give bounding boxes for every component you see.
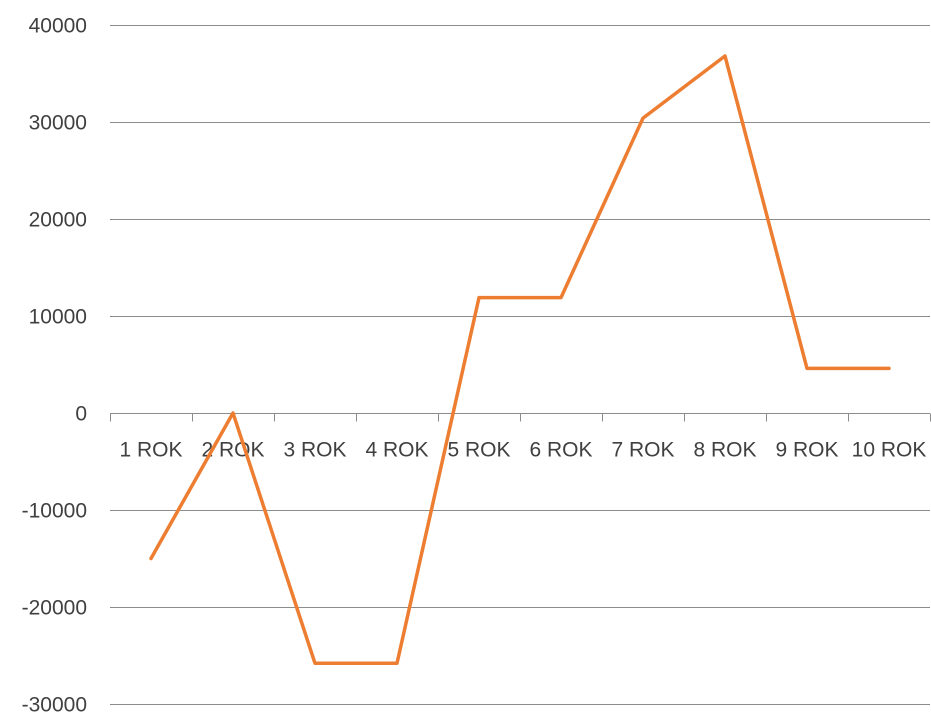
y-tick-label: -10000 xyxy=(22,500,87,523)
series-line xyxy=(149,54,891,666)
gridlines xyxy=(110,25,930,705)
y-tick-label: -20000 xyxy=(22,597,87,620)
y-tick-label: -30000 xyxy=(22,694,87,713)
y-tick-label: 20000 xyxy=(29,209,87,232)
x-tick-label: 9 ROK xyxy=(775,439,838,462)
x-tick-label: 6 ROK xyxy=(529,439,592,462)
x-tick-label: 1 ROK xyxy=(119,439,182,462)
x-tick-label: 8 ROK xyxy=(693,439,756,462)
x-tick-label: 3 ROK xyxy=(283,439,346,462)
y-tick-label: 30000 xyxy=(29,112,87,135)
x-tick-label: 4 ROK xyxy=(365,439,428,462)
x-axis xyxy=(110,413,931,422)
y-tick-label: 10000 xyxy=(29,306,87,329)
x-tick-label: 5 ROK xyxy=(447,439,510,462)
y-tick-label: 0 xyxy=(75,403,87,426)
x-tick-label: 10 ROK xyxy=(852,439,927,462)
y-axis-tick-labels: 40000 30000 20000 10000 0 -10000 -20000 -30000 xyxy=(22,15,87,713)
x-tick-label: 7 ROK xyxy=(611,439,674,462)
series-lines xyxy=(149,54,891,666)
y-tick-label: 40000 xyxy=(29,15,87,38)
x-axis-tick-labels: 1 ROK 2 ROK 3 ROK 4 ROK 5 ROK 6 ROK 7 ROK 8 ROK… xyxy=(119,439,926,462)
